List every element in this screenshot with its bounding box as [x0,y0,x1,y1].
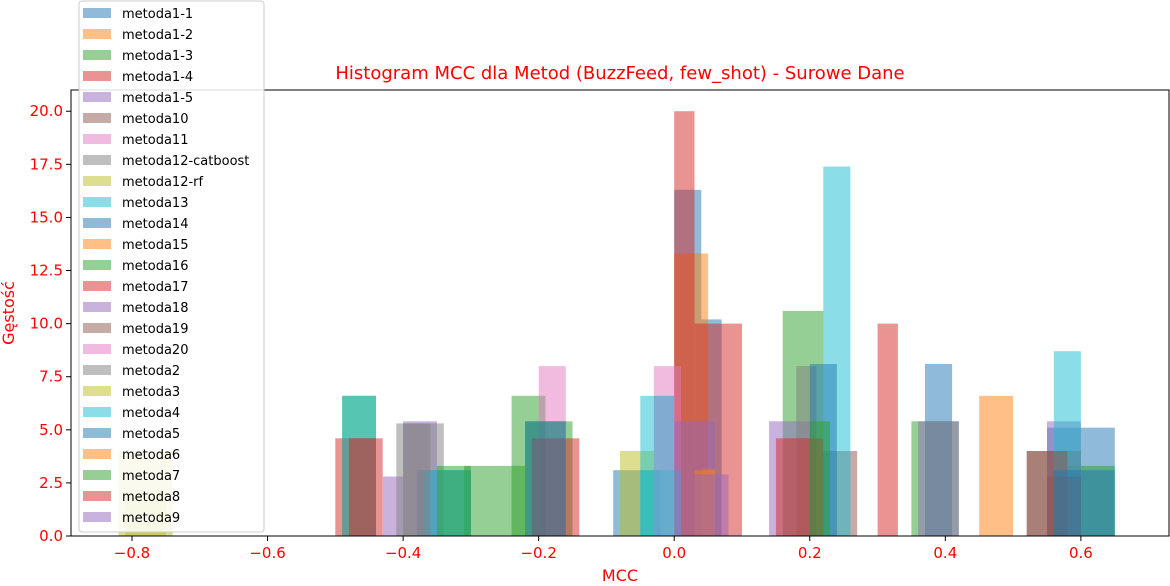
legend-swatch [83,302,111,312]
bar-metoda2-0 [396,423,431,536]
legend-swatch [83,386,111,396]
legend-swatch [83,29,111,39]
legend-label: metoda1-2 [122,28,193,43]
y-tick-label: 5.0 [39,421,63,439]
legend-label: metoda2 [122,364,180,379]
legend-label: metoda1-3 [122,49,193,64]
legend-swatch [83,491,111,501]
y-axis: 0.0 2.5 5.0 7.5 10.0 12.5 15.0 17.5 20.0 [30,102,71,545]
x-tick-label: −0.2 [520,544,556,562]
legend-swatch [83,407,111,417]
legend-swatch [83,113,111,123]
legend-label: metoda14 [122,217,188,232]
legend-label: metoda12-rf [122,175,204,190]
x-tick-label: 0.2 [798,544,822,562]
y-tick-label: 20.0 [30,102,63,120]
y-tick-label: 12.5 [30,262,63,280]
legend-label: metoda17 [122,280,188,295]
x-tick-label: 0.4 [933,544,957,562]
legend-label: metoda3 [122,385,180,400]
legend-label: metoda18 [122,301,188,316]
legend-swatch [83,134,111,144]
legend-swatch [83,323,111,333]
bar-metoda7-0 [437,465,471,536]
y-tick-label: 0.0 [39,527,63,545]
legend-swatch [83,92,111,102]
legend-swatch [83,428,111,438]
legend-label: metoda10 [122,112,188,127]
legend-label: metoda9 [122,511,180,526]
legend-label: metoda7 [122,469,180,484]
x-tick-label: 0.0 [662,544,686,562]
legend-label: metoda1-5 [122,91,193,106]
y-tick-label: 15.0 [30,208,63,226]
x-tick-label: −0.4 [385,544,421,562]
y-axis-label: Gęstość [0,281,18,345]
legend-swatch [83,365,111,375]
bar-metoda1-2-1 [979,395,1014,536]
y-tick-label: 17.5 [30,155,63,173]
legend-label: metoda13 [122,196,188,211]
bar-metoda5-1 [1053,470,1115,536]
chart-title: Histogram MCC dla Metod (BuzzFeed, few_s… [335,63,904,84]
legend-label: metoda20 [122,343,188,358]
legend-swatch [83,344,111,354]
bar-metoda7-1 [809,421,831,536]
bars-layer [118,111,1115,537]
legend-swatch [83,281,111,291]
legend: metoda1-1 metoda1-2 metoda1-3 metoda1-4 meto… [78,0,265,533]
legend-label: metoda4 [122,406,180,421]
legend-swatch [83,197,111,207]
legend-label: metoda15 [122,238,188,253]
legend-swatch [83,176,111,186]
x-tick-label: −0.8 [114,544,150,562]
plot-frame [70,89,1170,537]
y-tick-label: 7.5 [39,368,63,386]
bar-metoda1-4-2 [877,323,898,536]
y-tick-label: 10.0 [30,315,63,333]
legend-swatch [83,218,111,228]
legend-swatch [83,512,111,522]
legend-swatch [83,8,111,18]
legend-swatch [83,71,111,81]
legend-swatch [83,50,111,60]
bar-metoda5-0 [525,421,566,536]
legend-label: metoda16 [122,259,188,274]
x-axis-label: MCC [602,566,638,585]
legend-swatch [83,470,111,480]
bar-metoda8-0 [348,438,376,536]
legend-swatch [83,155,111,165]
legend-label: metoda8 [122,490,180,505]
legend-label: metoda5 [122,427,180,442]
bar-metoda18-2 [918,421,959,536]
legend-label: metoda12-catboost [122,154,249,169]
legend-box [78,0,265,533]
legend-swatch [83,449,111,459]
bar-metoda4-0 [640,395,675,536]
legend-label: metoda19 [122,322,188,337]
x-tick-label: 0.6 [1069,544,1093,562]
y-tick-label: 2.5 [39,474,63,492]
x-tick-label: −0.6 [249,544,285,562]
bar-metoda9-0 [694,474,729,536]
legend-label: metoda1-1 [122,7,193,22]
legend-label: metoda11 [122,133,188,148]
legend-label: metoda6 [122,448,180,463]
x-axis: −0.8 −0.6 −0.4 −0.2 0.0 0.2 0.4 0.6 [114,536,1093,562]
legend-swatch [83,260,111,270]
legend-swatch [83,239,111,249]
legend-label: metoda1-4 [122,70,193,85]
